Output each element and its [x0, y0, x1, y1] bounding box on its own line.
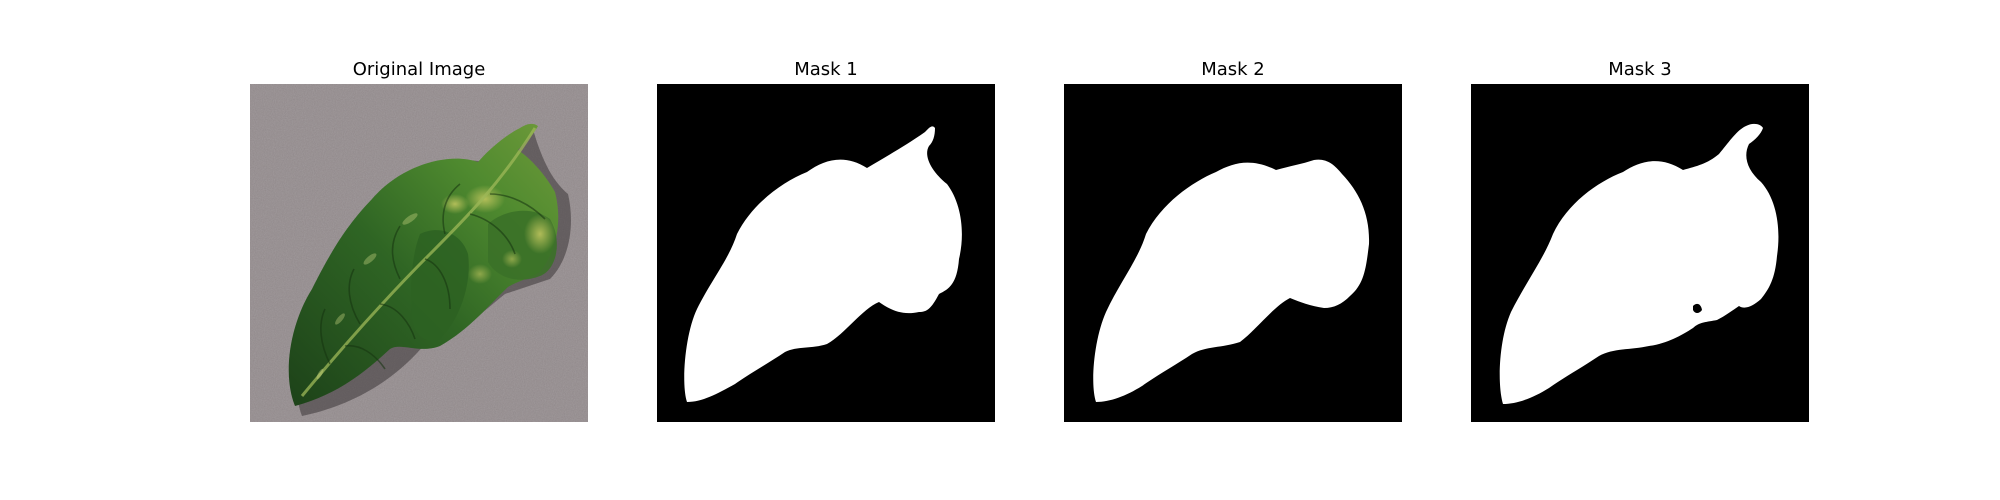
mask-3-image: [1471, 84, 1809, 422]
mask-2-image: [1064, 84, 1402, 422]
panel-title-original-image: Original Image: [352, 59, 486, 80]
mask-3-region: [1499, 123, 1779, 405]
mask-1-region: [684, 126, 962, 403]
panel-title-mask-2: Mask 2: [1201, 59, 1265, 80]
panel-title-mask-1: Mask 1: [794, 59, 858, 80]
original-image-photo: [250, 84, 588, 422]
mask-2-region: [1093, 159, 1370, 402]
panel-title-mask-3: Mask 3: [1608, 59, 1672, 80]
mask-1-image: [657, 84, 995, 422]
